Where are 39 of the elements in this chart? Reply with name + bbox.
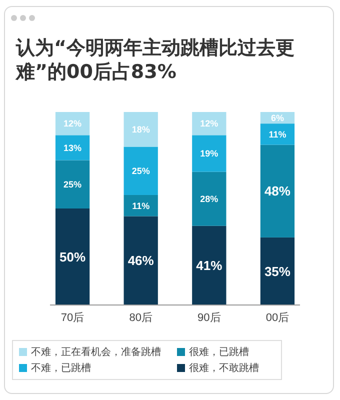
data-label: 41%: [196, 258, 223, 273]
x-tick-label: 80后: [129, 310, 152, 324]
bar: [260, 237, 295, 305]
bar: [124, 216, 158, 305]
bar: [55, 135, 90, 160]
bar: [260, 124, 295, 145]
data-label: 25%: [132, 166, 150, 176]
bar: [55, 208, 90, 305]
data-label: 12%: [200, 118, 218, 129]
x-tick-label: 90后: [198, 310, 221, 324]
legend-label: 不难，正在看机会，准备跳槽: [31, 346, 161, 359]
data-label: 11%: [132, 200, 150, 211]
data-label: 12%: [64, 118, 82, 129]
data-label: 50%: [60, 249, 86, 264]
data-label: 35%: [264, 264, 291, 279]
data-label: 48%: [264, 184, 291, 199]
data-label: 19%: [200, 148, 218, 159]
data-label: 28%: [200, 194, 218, 204]
data-label: 6%: [270, 112, 284, 123]
x-tick-label: 70后: [60, 310, 84, 324]
bar: [192, 172, 226, 226]
bar: [260, 144, 295, 238]
data-label: 13%: [64, 142, 82, 153]
chart-title: 认为“今明两年主动跳槽比过去更难”的00后占83%: [16, 36, 296, 84]
bar: [192, 226, 226, 305]
bar: [124, 112, 158, 147]
x-tick-label: 00后: [266, 310, 290, 324]
data-label: 46%: [128, 253, 154, 268]
data-label: 25%: [64, 180, 82, 190]
data-label: 11%: [268, 129, 286, 140]
legend-label: 很难，已跳槽: [189, 346, 249, 359]
legend-label: 不难，已跳槽: [31, 362, 91, 375]
bar: [55, 160, 90, 208]
bar: [192, 112, 226, 136]
bar: [124, 146, 158, 195]
legend-label: 很难，不敢跳槽: [189, 362, 259, 375]
data-label: 18%: [132, 124, 150, 135]
bar: [192, 135, 226, 172]
bar: [55, 112, 90, 136]
